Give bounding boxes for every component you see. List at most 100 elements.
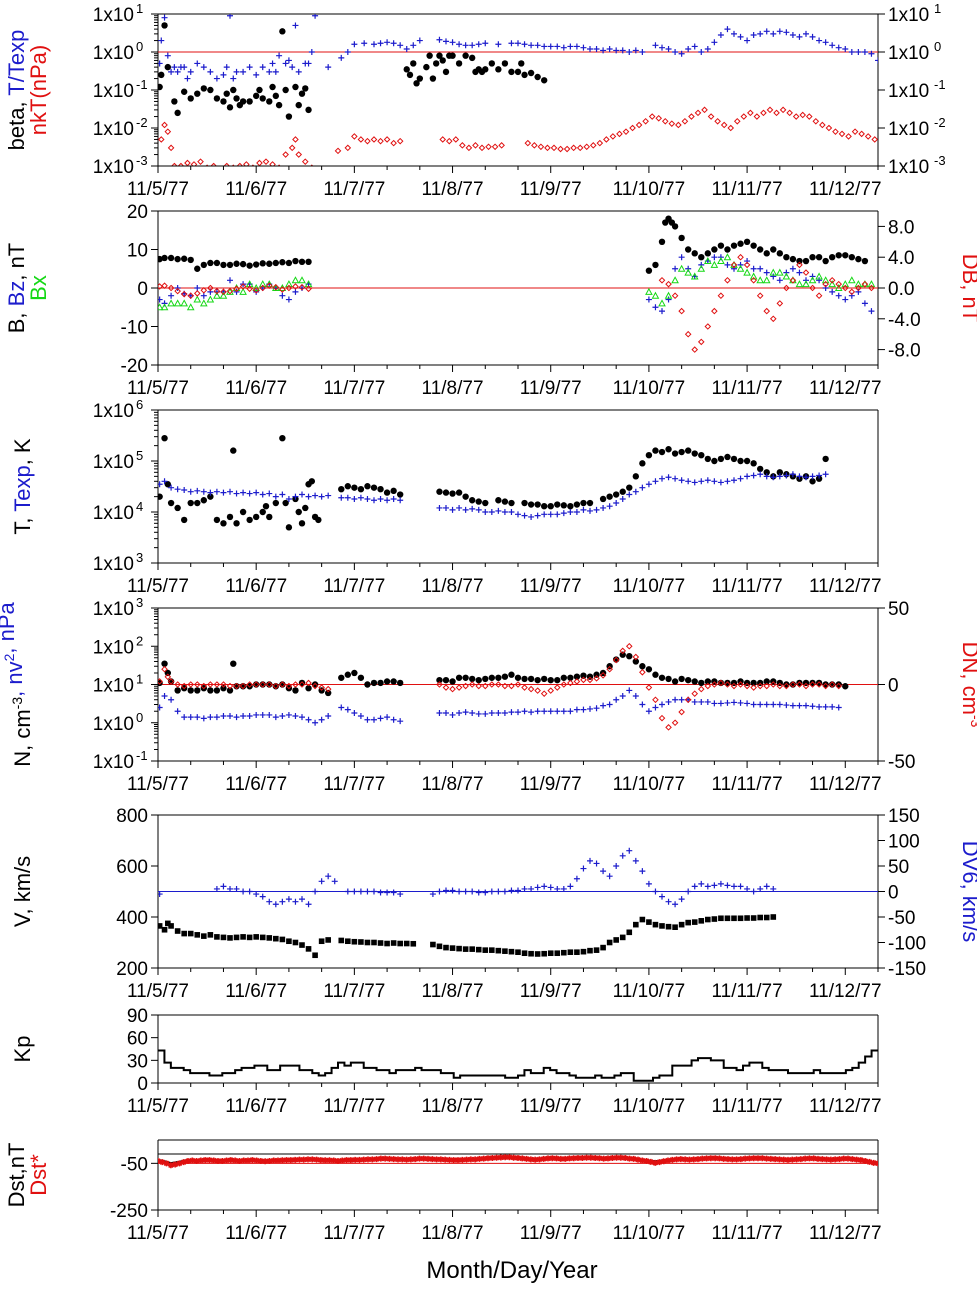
- data-point: [259, 95, 266, 102]
- data-point: [632, 473, 640, 480]
- data-point: [593, 675, 600, 682]
- data-point: [239, 260, 247, 268]
- data-point: [180, 88, 188, 95]
- data-point: [272, 92, 280, 100]
- data-point: [527, 69, 535, 77]
- data-point: [292, 713, 299, 720]
- data-point: [698, 49, 705, 55]
- x-tick-label: 11/9/77: [520, 576, 582, 597]
- y-axis-label-part: B,: [4, 306, 29, 333]
- data-point: [815, 292, 823, 300]
- data-point: [665, 675, 672, 683]
- data-point: [501, 682, 509, 690]
- data-point: [436, 709, 443, 716]
- data-point: [665, 698, 672, 705]
- data-point: [266, 98, 273, 105]
- data-point: [724, 882, 731, 889]
- data-point: [796, 269, 803, 276]
- data-point: [704, 678, 712, 685]
- data-point: [560, 708, 567, 715]
- data-point: [619, 647, 627, 655]
- data-point: [502, 1154, 509, 1161]
- data-point: [305, 685, 312, 692]
- data-point: [233, 714, 240, 721]
- data-point: [724, 261, 731, 268]
- x-tick-label: 11/8/77: [422, 378, 484, 399]
- data-point: [514, 674, 522, 681]
- data-point: [766, 106, 774, 114]
- data-point: [665, 45, 672, 52]
- data-point: [357, 494, 364, 501]
- data-point: [515, 949, 521, 955]
- data-point: [508, 499, 515, 507]
- x-tick-label: 11/11/77: [712, 981, 783, 1002]
- x-axis-dst: 11/5/77 11/6/77 11/7/77 11/8/77 11/9/77 11/10…: [127, 1209, 882, 1244]
- data-point: [292, 257, 299, 265]
- data-point: [443, 504, 449, 511]
- data-point: [515, 511, 521, 518]
- data-point: [174, 287, 181, 295]
- data-point: [809, 679, 816, 687]
- data-point: [659, 308, 665, 315]
- x-tick-label: 11/5/77: [127, 981, 189, 1002]
- data-point: [377, 137, 384, 145]
- data-point: [240, 713, 247, 720]
- data-point: [200, 261, 208, 269]
- data-point: [626, 491, 633, 498]
- data-point: [519, 1155, 526, 1162]
- data-point: [253, 288, 260, 295]
- data-point: [796, 679, 803, 687]
- data-point: [690, 272, 699, 280]
- data-point: [515, 1154, 521, 1161]
- data-point: [351, 133, 358, 140]
- data-point: [168, 68, 175, 75]
- data-point: [295, 68, 302, 75]
- data-point: [443, 38, 449, 45]
- data-point: [259, 491, 266, 498]
- data-point: [600, 868, 607, 875]
- data-point: [783, 254, 790, 261]
- data-point: [671, 223, 679, 230]
- x-tick-label: 11/6/77: [225, 576, 287, 597]
- right-y-tick-label: -4.0: [888, 310, 921, 331]
- panel-velocity: 800 600 400 200 150 100 50 0 -50 -100 -150 DV6, km/…: [10, 806, 977, 980]
- series-kp: [158, 1049, 878, 1082]
- data-point: [174, 486, 181, 493]
- data-point: [360, 1156, 367, 1163]
- data-point: [678, 448, 685, 456]
- data-point: [285, 284, 293, 292]
- data-point: [737, 883, 744, 890]
- y-axis-label-part: Kp: [10, 1036, 35, 1063]
- data-point: [449, 887, 456, 894]
- data-point: [737, 33, 744, 40]
- data-point: [744, 258, 751, 265]
- x-tick-label: 11/10/77: [613, 981, 686, 1002]
- data-point: [730, 242, 738, 249]
- data-point: [834, 283, 843, 291]
- data-point: [851, 128, 859, 135]
- y-tick-label: -250: [110, 1201, 148, 1222]
- right-y-tick-label: 4.0: [888, 248, 914, 269]
- data-point: [747, 109, 754, 117]
- data-point: [276, 52, 283, 59]
- data-point: [468, 681, 476, 688]
- data-point: [344, 144, 352, 152]
- y-tick-label: 1x10: [93, 676, 134, 697]
- data-point: [164, 673, 172, 681]
- data-point: [521, 684, 528, 691]
- data-point: [560, 885, 567, 892]
- data-point: [690, 1156, 697, 1163]
- y-tick-exponent: 3: [136, 595, 143, 610]
- data-point: [482, 40, 489, 47]
- data-point: [161, 434, 168, 442]
- data-point: [296, 1156, 303, 1163]
- data-point: [266, 898, 273, 905]
- data-point: [459, 142, 466, 149]
- data-point: [289, 64, 296, 71]
- data-point: [868, 50, 875, 57]
- data-point: [750, 679, 757, 687]
- right-y-tick-exponent: -1: [934, 77, 946, 92]
- data-point: [449, 711, 456, 718]
- data-point: [632, 658, 640, 665]
- data-point: [835, 682, 843, 690]
